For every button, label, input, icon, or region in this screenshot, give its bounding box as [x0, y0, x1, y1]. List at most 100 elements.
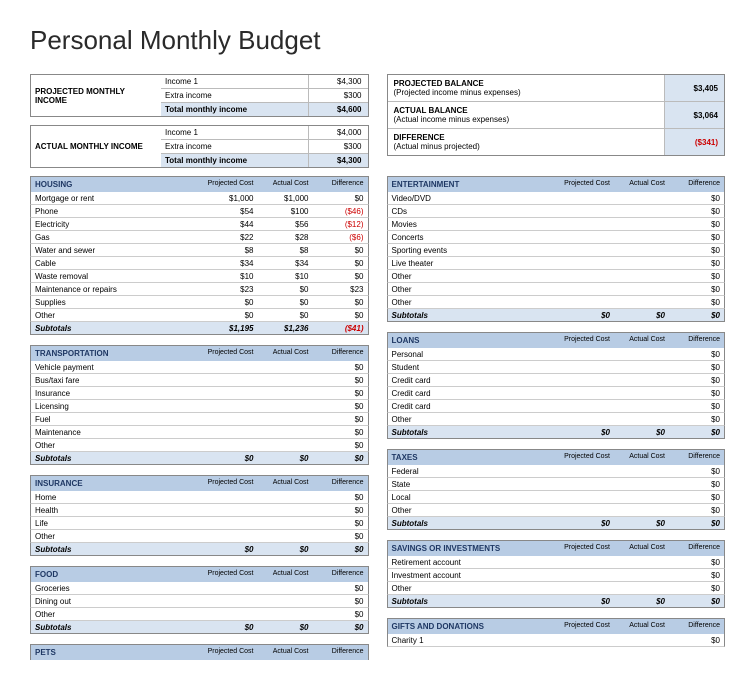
row-projected[interactable]	[203, 387, 258, 399]
row-projected[interactable]	[559, 413, 614, 425]
row-projected[interactable]	[559, 205, 614, 217]
row-actual[interactable]	[258, 361, 313, 373]
row-projected[interactable]	[559, 634, 614, 646]
row-projected[interactable]	[203, 400, 258, 412]
row-projected[interactable]	[559, 582, 614, 594]
row-actual[interactable]: $28	[258, 231, 313, 243]
row-actual[interactable]: $1,000	[258, 192, 313, 204]
row-projected[interactable]	[559, 218, 614, 230]
row-actual[interactable]	[258, 491, 313, 503]
row-projected[interactable]: $22	[203, 231, 258, 243]
row-projected[interactable]: $8	[203, 244, 258, 256]
row-actual[interactable]	[258, 504, 313, 516]
row-projected[interactable]	[203, 608, 258, 620]
col-projected: Projected Cost	[559, 450, 614, 465]
row-projected[interactable]	[559, 257, 614, 269]
row-projected[interactable]: $0	[203, 309, 258, 321]
row-actual[interactable]	[614, 244, 669, 256]
row-projected[interactable]	[559, 192, 614, 204]
row-actual[interactable]	[614, 192, 669, 204]
row-projected[interactable]	[559, 374, 614, 386]
row-actual[interactable]	[614, 582, 669, 594]
row-projected[interactable]: $10	[203, 270, 258, 282]
row-actual[interactable]: $0	[258, 309, 313, 321]
row-actual[interactable]	[614, 387, 669, 399]
row-actual[interactable]: $0	[258, 296, 313, 308]
row-projected[interactable]: $0	[203, 296, 258, 308]
row-actual[interactable]	[258, 387, 313, 399]
row-actual[interactable]	[258, 608, 313, 620]
col-actual: Actual Cost	[258, 177, 313, 192]
row-projected[interactable]	[203, 361, 258, 373]
row-actual[interactable]	[614, 296, 669, 308]
row-actual[interactable]	[258, 517, 313, 529]
row-projected[interactable]: $23	[203, 283, 258, 295]
row-actual[interactable]	[614, 491, 669, 503]
row-projected[interactable]	[203, 595, 258, 607]
row-actual[interactable]: $10	[258, 270, 313, 282]
row-actual[interactable]	[258, 595, 313, 607]
row-actual[interactable]	[614, 231, 669, 243]
row-projected[interactable]	[559, 465, 614, 477]
row-actual[interactable]: $8	[258, 244, 313, 256]
row-actual[interactable]	[614, 270, 669, 282]
row-actual[interactable]	[614, 218, 669, 230]
row-projected[interactable]	[203, 439, 258, 451]
row-projected[interactable]	[559, 478, 614, 490]
row-actual[interactable]	[614, 283, 669, 295]
row-actual[interactable]	[614, 348, 669, 360]
row-projected[interactable]	[203, 582, 258, 594]
row-actual[interactable]	[258, 439, 313, 451]
row-actual[interactable]	[258, 413, 313, 425]
income-line-value[interactable]: $4,000	[308, 126, 368, 139]
income-line-value[interactable]: $4,300	[308, 75, 368, 88]
row-actual[interactable]	[258, 374, 313, 386]
row-actual[interactable]	[614, 413, 669, 425]
row-actual[interactable]	[614, 634, 669, 646]
row-actual[interactable]: $56	[258, 218, 313, 230]
row-actual[interactable]	[614, 504, 669, 516]
row-projected[interactable]	[559, 270, 614, 282]
row-actual[interactable]	[614, 257, 669, 269]
row-actual[interactable]: $34	[258, 257, 313, 269]
row-projected[interactable]	[559, 491, 614, 503]
row-projected[interactable]	[559, 569, 614, 581]
row-projected[interactable]	[203, 374, 258, 386]
row-projected[interactable]	[559, 504, 614, 516]
row-projected[interactable]: $54	[203, 205, 258, 217]
row-projected[interactable]	[203, 426, 258, 438]
row-projected[interactable]	[559, 400, 614, 412]
row-actual[interactable]	[614, 205, 669, 217]
row-projected[interactable]	[559, 387, 614, 399]
row-actual[interactable]	[614, 361, 669, 373]
row-actual[interactable]	[614, 478, 669, 490]
row-projected[interactable]	[559, 283, 614, 295]
row-projected[interactable]	[203, 413, 258, 425]
row-actual[interactable]	[614, 465, 669, 477]
row-projected[interactable]	[559, 244, 614, 256]
income-line-value[interactable]: $300	[308, 140, 368, 153]
row-projected[interactable]	[559, 231, 614, 243]
row-projected[interactable]	[203, 517, 258, 529]
row-projected[interactable]	[203, 491, 258, 503]
income-line-value[interactable]: $300	[308, 89, 368, 102]
row-actual[interactable]: $0	[258, 283, 313, 295]
row-projected[interactable]: $34	[203, 257, 258, 269]
row-actual[interactable]	[614, 556, 669, 568]
row-actual[interactable]	[258, 582, 313, 594]
row-projected[interactable]	[203, 504, 258, 516]
row-actual[interactable]	[258, 530, 313, 542]
row-projected[interactable]: $1,000	[203, 192, 258, 204]
row-actual[interactable]: $100	[258, 205, 313, 217]
row-projected[interactable]	[559, 361, 614, 373]
row-projected[interactable]: $44	[203, 218, 258, 230]
row-actual[interactable]	[614, 374, 669, 386]
row-actual[interactable]	[614, 400, 669, 412]
row-projected[interactable]	[559, 556, 614, 568]
row-actual[interactable]	[614, 569, 669, 581]
row-projected[interactable]	[559, 296, 614, 308]
row-actual[interactable]	[258, 426, 313, 438]
row-actual[interactable]	[258, 400, 313, 412]
row-projected[interactable]	[559, 348, 614, 360]
row-projected[interactable]	[203, 530, 258, 542]
